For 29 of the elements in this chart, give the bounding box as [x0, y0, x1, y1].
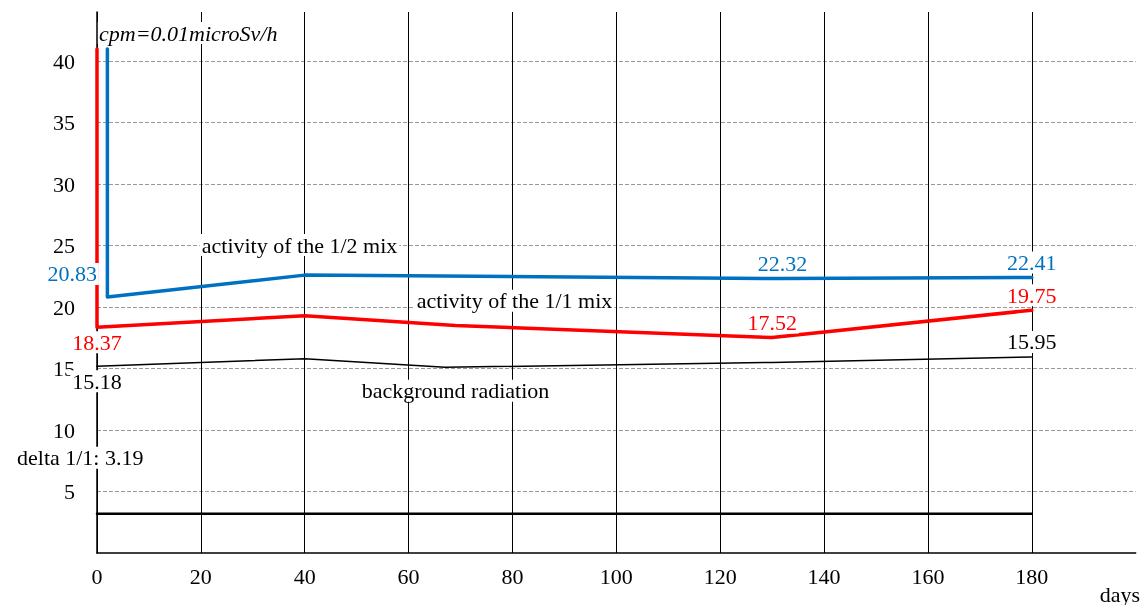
data-label: 22.32	[757, 251, 808, 277]
data-label: 22.41	[1007, 249, 1057, 275]
y-axis-title: cpm=0.01microSv/h	[99, 20, 278, 46]
x-tick-label: 140	[807, 563, 841, 589]
data-label: 17.52	[747, 310, 797, 336]
annotation: delta 1/1: 3.19	[17, 445, 144, 471]
series-label: activity of the 1/1 mix	[416, 288, 613, 314]
data-label: 19.75	[1007, 282, 1057, 308]
x-tick-label: 180	[1015, 563, 1049, 589]
y-tick-label: 10	[53, 417, 75, 443]
x-tick-label: 40	[293, 563, 316, 589]
y-tick-label: 40	[53, 48, 75, 74]
x-tick-label: 120	[703, 563, 737, 589]
x-tick-label: 160	[911, 563, 945, 589]
data-label: 20.83	[47, 261, 97, 287]
y-tick-label: 30	[53, 171, 75, 197]
x-tick-label: 80	[501, 563, 524, 589]
series-label: background radiation	[361, 378, 550, 404]
y-tick-label: 5	[64, 479, 75, 505]
data-label: 15.95	[1007, 329, 1057, 355]
y-tick-label: 35	[53, 110, 75, 136]
data-label: 18.37	[72, 329, 122, 355]
y-tick-label: 25	[53, 233, 75, 259]
x-tick-label: 100	[599, 563, 633, 589]
y-tick-label: 20	[53, 294, 75, 320]
series-label: activity of the 1/2 mix	[201, 232, 398, 258]
x-tick-label: 20	[189, 563, 212, 589]
x-tick-label: 0	[91, 563, 103, 589]
x-tick-label: 60	[397, 563, 420, 589]
